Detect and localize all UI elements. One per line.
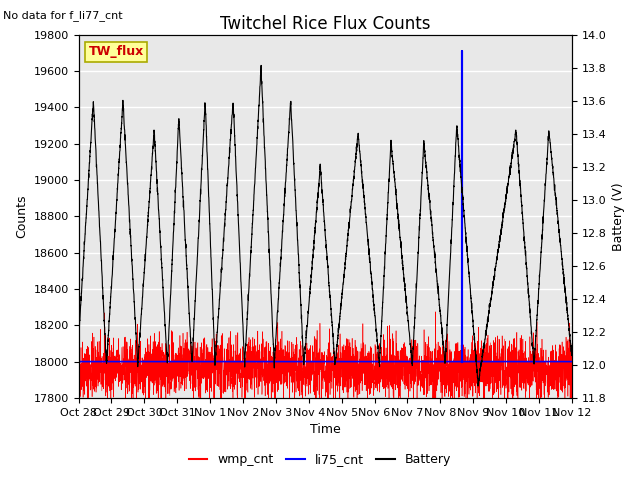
- Text: No data for f_li77_cnt: No data for f_li77_cnt: [3, 10, 123, 21]
- Y-axis label: Battery (V): Battery (V): [612, 182, 625, 251]
- Legend: wmp_cnt, li75_cnt, Battery: wmp_cnt, li75_cnt, Battery: [184, 448, 456, 471]
- X-axis label: Time: Time: [310, 423, 340, 436]
- Title: Twitchel Rice Flux Counts: Twitchel Rice Flux Counts: [220, 15, 431, 33]
- Y-axis label: Counts: Counts: [15, 194, 28, 238]
- Text: TW_flux: TW_flux: [88, 46, 143, 59]
